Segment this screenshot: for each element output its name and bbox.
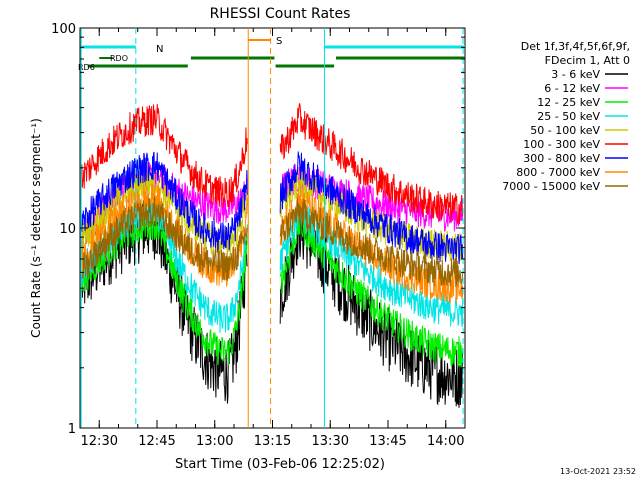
x-tick-label: 12:30 xyxy=(81,434,118,449)
rdo-label: RDO xyxy=(110,54,128,63)
y-tick-label: 1 xyxy=(68,422,76,437)
x-tick-label: 13:00 xyxy=(196,434,233,449)
legend-entry: 25 - 50 keV xyxy=(537,110,600,123)
series-line xyxy=(81,151,248,253)
rd6-label: RD6 xyxy=(78,63,95,72)
x-axis-label: Start Time (03-Feb-06 12:25:02) xyxy=(175,457,385,472)
legend-entry: 7000 - 15000 keV xyxy=(502,180,600,193)
legend-entry: 800 - 7000 keV xyxy=(516,166,600,179)
chart-title: RHESSI Count Rates xyxy=(210,6,351,22)
series-line xyxy=(81,103,248,208)
x-tick-label: 12:45 xyxy=(138,434,175,449)
x-tick-label: 14:00 xyxy=(427,434,464,449)
legend-entry: 12 - 25 keV xyxy=(537,96,600,109)
legend-header-1: Det 1f,3f,4f,5f,6f,9f, xyxy=(521,40,630,53)
saa-label: S xyxy=(276,36,282,47)
legend: Det 1f,3f,4f,5f,6f,9f, FDecim 1, Att 0 3… xyxy=(502,40,630,193)
series-line xyxy=(279,205,464,328)
legend-header-2: FDecim 1, Att 0 xyxy=(545,54,630,67)
series-line xyxy=(279,197,464,287)
x-tick-label: 13:45 xyxy=(369,434,406,449)
x-tick-label: 13:15 xyxy=(254,434,291,449)
legend-entry: 3 - 6 keV xyxy=(551,68,600,81)
y-tick-label: 10 xyxy=(59,222,76,237)
night-label: N xyxy=(156,44,163,55)
plot-area: N S RDO RD6 12:30 12:45 13:00 13:15 13:30 13:45 1… xyxy=(51,22,466,449)
legend-entry: 300 - 800 keV xyxy=(523,152,600,165)
legend-entry: 6 - 12 keV xyxy=(544,82,600,95)
footer-date: 13-Oct-2021 23:52 xyxy=(560,467,636,476)
x-tick-label: 13:30 xyxy=(312,434,349,449)
legend-entry: 100 - 300 keV xyxy=(523,138,600,151)
legend-entry: 50 - 100 keV xyxy=(530,124,600,137)
series-line xyxy=(279,151,464,266)
y-axis-label: Count Rate (s⁻¹ detector segment⁻¹) xyxy=(29,118,43,338)
series-line xyxy=(279,103,464,225)
series-line xyxy=(81,196,248,281)
y-tick-label: 100 xyxy=(51,22,76,37)
